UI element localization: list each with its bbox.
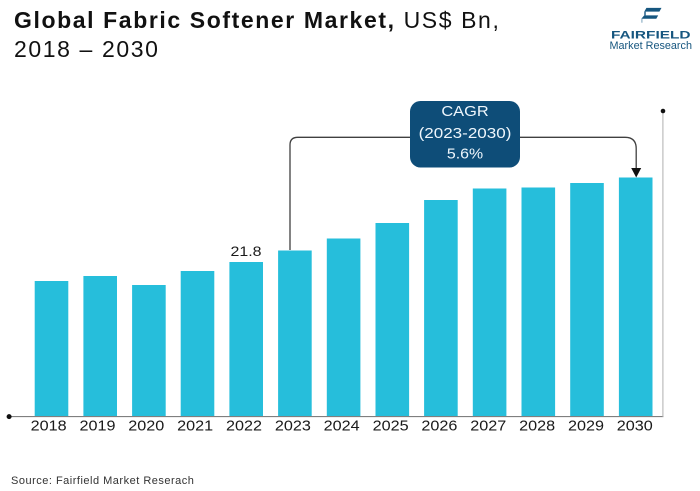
svg-text:2023: 2023 (275, 418, 311, 435)
svg-text:2018: 2018 (31, 418, 67, 435)
svg-text:2020: 2020 (128, 418, 164, 435)
svg-text:2029: 2029 (568, 418, 604, 435)
svg-text:2021: 2021 (177, 418, 213, 435)
svg-text:21.8: 21.8 (231, 244, 262, 259)
svg-text:CAGR: CAGR (441, 103, 488, 120)
svg-text:2030: 2030 (617, 418, 653, 435)
svg-text:2022: 2022 (226, 418, 262, 435)
svg-text:2025: 2025 (373, 418, 409, 435)
svg-text:(2023-2030): (2023-2030) (419, 125, 512, 142)
svg-text:5.6%: 5.6% (447, 146, 483, 163)
svg-text:Market Research: Market Research (610, 40, 693, 52)
svg-text:FAIRFIELD: FAIRFIELD (611, 29, 691, 41)
svg-text:2027: 2027 (470, 418, 506, 435)
svg-text:2019: 2019 (80, 418, 116, 435)
svg-text:2024: 2024 (324, 418, 360, 435)
svg-text:2028: 2028 (519, 418, 555, 435)
svg-text:2026: 2026 (421, 418, 457, 435)
